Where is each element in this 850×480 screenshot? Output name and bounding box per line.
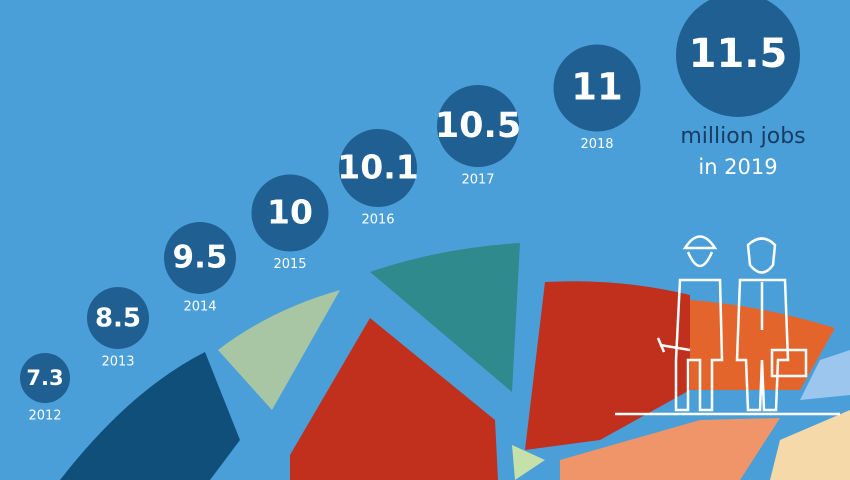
bubbles: 7.3 2012 8.5 2013 9.5 2014 10 2015 10.1 2016 10.5 2… bbox=[20, 0, 800, 424]
year-label: 2015 bbox=[273, 257, 306, 272]
shape bbox=[800, 350, 850, 400]
bubble-value: 9.5 bbox=[173, 240, 228, 276]
bubble bbox=[164, 222, 236, 294]
year-label: 2016 bbox=[361, 213, 394, 228]
man-head bbox=[746, 237, 777, 274]
bubble bbox=[437, 85, 519, 167]
bubble-value: 10 bbox=[267, 193, 313, 232]
bubble bbox=[676, 0, 800, 117]
workers-illustration bbox=[615, 235, 840, 416]
bubble bbox=[87, 287, 149, 349]
bubble-value: 10.5 bbox=[435, 106, 521, 146]
year-label: 2012 bbox=[28, 409, 61, 424]
bubble-value: 11 bbox=[571, 66, 623, 109]
shape bbox=[60, 352, 240, 480]
year-label: 2014 bbox=[183, 300, 216, 315]
shape bbox=[560, 418, 780, 480]
shape bbox=[290, 318, 498, 480]
year-label: 2018 bbox=[580, 137, 613, 152]
worker-head bbox=[682, 235, 718, 268]
bubble-value: 7.3 bbox=[26, 366, 63, 390]
worker-body bbox=[674, 278, 724, 412]
year-label: 2017 bbox=[461, 173, 494, 188]
bubble-value: 8.5 bbox=[95, 304, 141, 334]
bubble bbox=[20, 353, 70, 403]
shape bbox=[770, 410, 850, 480]
background-shapes bbox=[60, 243, 850, 480]
bubble bbox=[339, 129, 417, 207]
bubble-value: 10.1 bbox=[337, 148, 418, 187]
shape bbox=[525, 281, 690, 450]
bubble bbox=[251, 174, 329, 252]
bubble bbox=[553, 44, 641, 132]
year-label: 2013 bbox=[101, 355, 134, 370]
man-body bbox=[735, 278, 790, 412]
shape bbox=[690, 300, 835, 390]
shape bbox=[512, 445, 545, 480]
briefcase bbox=[770, 348, 808, 378]
unit-label: million jobs bbox=[680, 124, 805, 149]
wrench bbox=[656, 337, 691, 353]
shape bbox=[370, 243, 520, 392]
shape bbox=[218, 290, 340, 410]
year-label-highlight: in 2019 bbox=[698, 155, 777, 179]
bubble-value: 11.5 bbox=[689, 31, 788, 77]
